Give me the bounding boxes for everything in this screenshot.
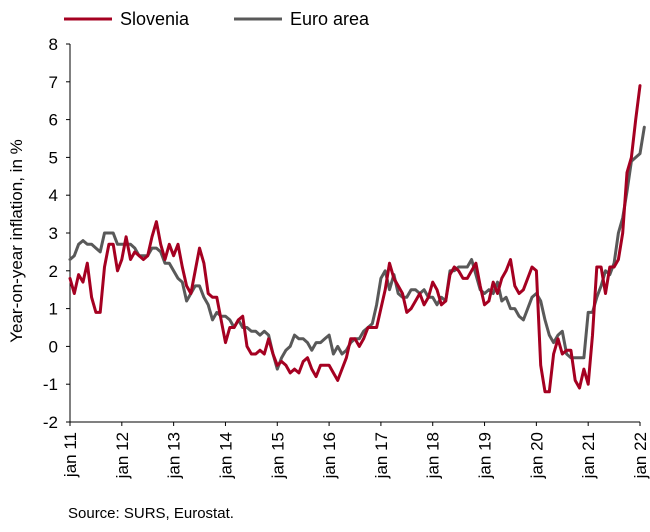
y-tick-label: 2: [49, 262, 58, 281]
x-tick-label: jan 13: [165, 432, 184, 479]
x-tick-label: jan 22: [631, 432, 650, 479]
x-tick-label: jan 16: [320, 432, 339, 479]
x-tick-label: jan 17: [372, 432, 391, 479]
y-tick-label: -2: [43, 413, 58, 432]
y-tick-label: 3: [49, 224, 58, 243]
y-axis-title: Year-on-year inflation, in %: [7, 139, 26, 343]
series-line-euro-area: [68, 125, 646, 371]
y-tick-label: 8: [49, 35, 58, 54]
legend-label: Slovenia: [120, 9, 190, 29]
x-tick-label: jan 14: [216, 432, 235, 479]
y-tick-label: 5: [49, 148, 58, 167]
axes: -2 -1 0 1 2 3 4 5 6 7 8 Year-on-year inflation, in …: [7, 35, 650, 479]
y-tick-label: 6: [49, 111, 58, 130]
x-tick-label: jan 12: [113, 432, 132, 479]
x-tick-label: jan 19: [476, 432, 495, 479]
source-note: Source: SURS, Eurostat.: [68, 505, 234, 522]
x-tick-label: jan 18: [424, 432, 443, 479]
series-lines: [68, 84, 646, 394]
legend: Slovenia Euro area: [64, 9, 370, 29]
legend-label: Euro area: [290, 9, 370, 29]
x-tick-label: jan 11: [61, 432, 80, 478]
y-tick-label: 0: [49, 337, 58, 356]
y-tick-label: 1: [49, 300, 58, 319]
x-tick-label: jan 15: [268, 432, 287, 479]
x-tick-label: jan 21: [579, 432, 598, 479]
series-line-slovenia: [68, 84, 642, 394]
y-tick-label: 4: [49, 186, 58, 205]
y-tick-label: -1: [43, 375, 58, 394]
y-tick-label: 7: [49, 73, 58, 92]
x-tick-label: jan 20: [527, 432, 546, 479]
